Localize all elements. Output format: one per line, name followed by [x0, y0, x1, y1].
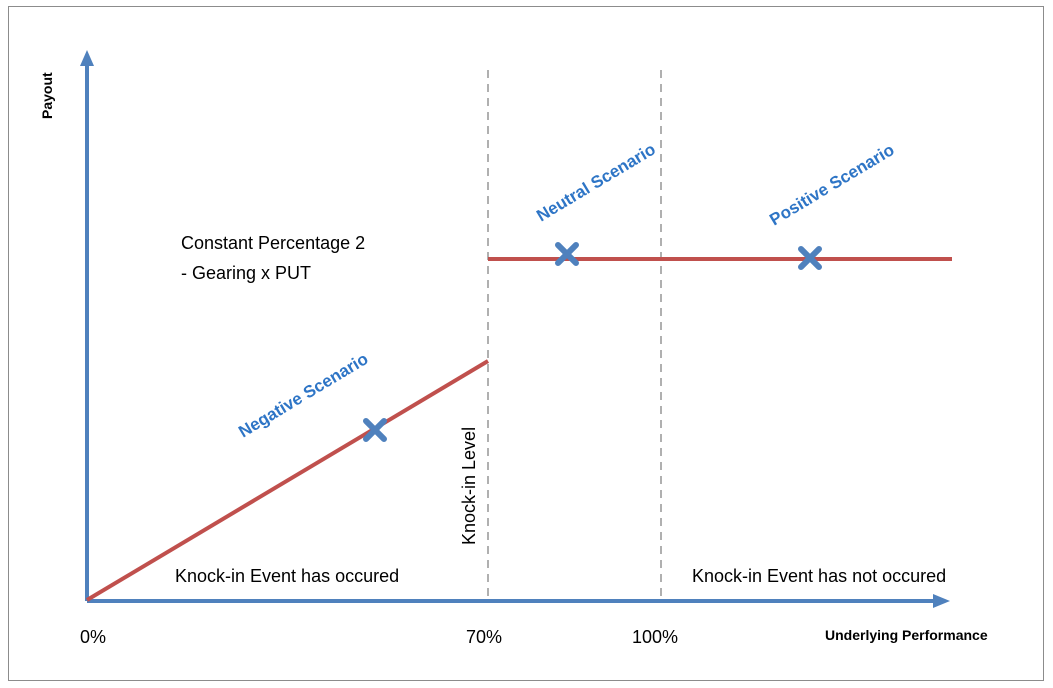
x-cross-icon: [798, 246, 822, 270]
neutral-scenario-label: Neutral Scenario: [533, 140, 659, 226]
diagram-frame: [8, 6, 1044, 681]
y-axis-label: Payout: [39, 72, 55, 119]
gearing-put-label: - Gearing x PUT: [181, 263, 311, 283]
x-cross-icon: [555, 242, 579, 266]
x-tick-label: 0%: [80, 627, 106, 647]
x-axis-label: Underlying Performance: [825, 627, 988, 643]
positive-scenario-label: Positive Scenario: [766, 140, 897, 229]
constant-percentage-label: Constant Percentage 2: [181, 233, 365, 253]
x-tick-label: 70%: [466, 627, 502, 647]
x-axis-arrow-icon: [933, 594, 950, 608]
x-tick-label: 100%: [632, 627, 678, 647]
knock-in-level-label: Knock-in Level: [459, 427, 479, 545]
knock-in-occured-label: Knock-in Event has occured: [175, 566, 399, 586]
knock-in-not-occured-label: Knock-in Event has not occured: [692, 566, 946, 586]
payout-line-negative: [85, 359, 490, 602]
y-axis-arrow-icon: [80, 50, 94, 66]
negative-scenario-label: Negative Scenario: [235, 349, 371, 441]
x-cross-icon: [363, 418, 387, 442]
